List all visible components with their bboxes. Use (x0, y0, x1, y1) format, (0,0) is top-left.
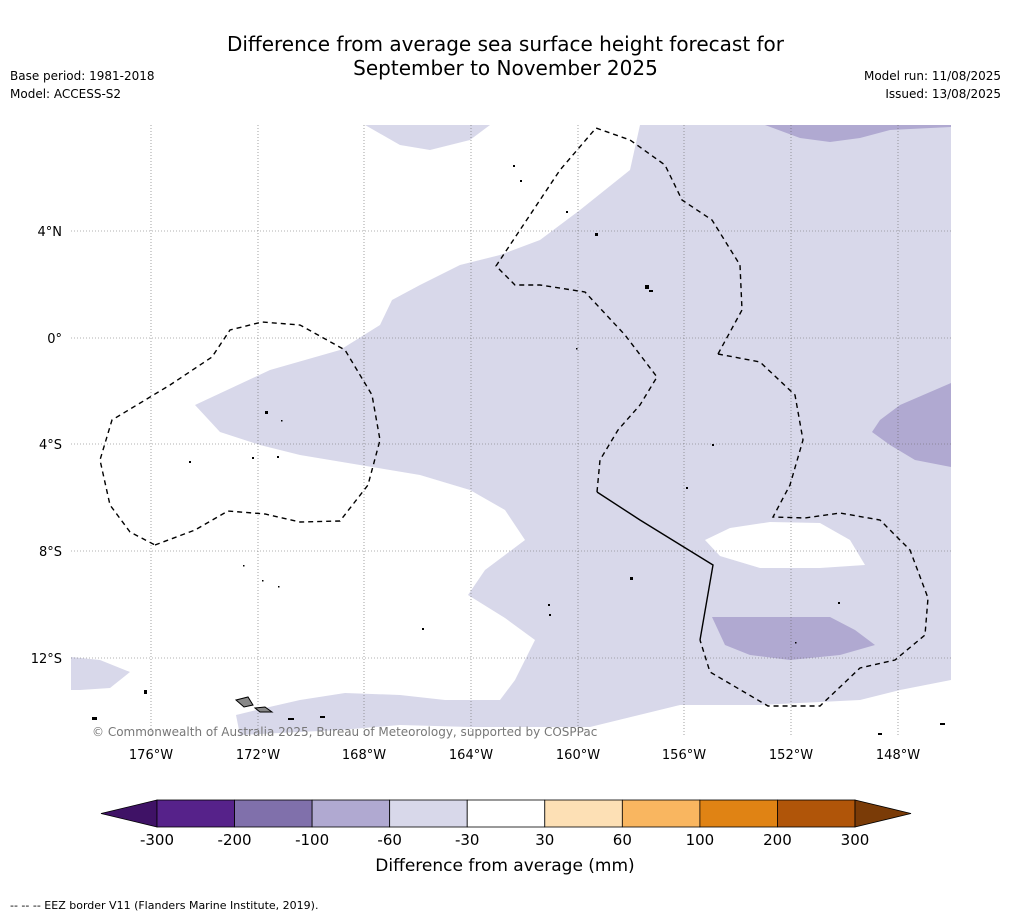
colorbar-box (777, 799, 856, 828)
colorbar-tick-label: -300 (140, 831, 174, 849)
eez-borders (99, 127, 929, 707)
islands (92, 165, 945, 735)
colorbar-label: Difference from average (mm) (375, 856, 634, 876)
title-line-2: September to November 2025 (353, 56, 658, 80)
colorbar-box (156, 799, 235, 828)
lon-label-148w: 148°W (876, 748, 920, 763)
colorbar-box (466, 799, 546, 828)
eez-solid-boundary (596, 491, 714, 641)
colorbar-box (234, 799, 313, 828)
lon-label-164w: 164°W (449, 748, 493, 763)
eez-line-islands-south (699, 353, 929, 707)
anomaly-region-light-left (71, 657, 130, 690)
colorbar-tick-label: -200 (218, 831, 252, 849)
meta-left: Base period: 1981-2018 Model: ACCESS-S2 (10, 67, 155, 103)
copyright-notice: © Commonwealth of Australia 2025, Bureau… (92, 725, 597, 739)
colorbar-tick-label: 100 (686, 831, 715, 849)
colorbar-ticks: -300 -200 -100 -60 -30 30 60 100 200 300 (140, 831, 869, 849)
colorbar-box (311, 799, 391, 828)
anomaly-region-white-hole (705, 522, 865, 568)
lat-label-4s: 4°S (39, 438, 62, 453)
colorbar-tick-label: 300 (841, 831, 870, 849)
island-samoa-upolu (253, 706, 274, 713)
base-period: Base period: 1981-2018 (10, 69, 155, 83)
eez-footnote: -- -- -- EEZ border V11 (Flanders Marine… (10, 899, 319, 912)
colorbar-extend-low (100, 799, 158, 828)
model-name: Model: ACCESS-S2 (10, 87, 122, 101)
meta-right: Model run: 11/08/2025 Issued: 13/08/2025 (864, 67, 1001, 103)
lon-labels: 176°W 172°W 168°W 164°W 160°W 156°W 152°… (129, 748, 920, 763)
colorbar-box (389, 799, 468, 828)
anomaly-region-mid-3 (712, 617, 875, 660)
colorbar-tick-label: -100 (295, 831, 329, 849)
colorbar-box (621, 799, 701, 828)
lon-label-176w: 176°W (129, 748, 173, 763)
graticule (71, 125, 951, 737)
lat-labels: 4°N 0° 4°S 8°S 12°S (31, 225, 62, 667)
lat-label-4n: 4°N (38, 225, 63, 240)
lat-label-8s: 8°S (39, 545, 62, 560)
colorbar-tick-label: 200 (763, 831, 792, 849)
anomaly-region-mid-2 (872, 383, 951, 467)
title-line-1: Difference from average sea surface heig… (226, 32, 785, 56)
lon-label-156w: 156°W (662, 748, 706, 763)
eez-phoenix-line (495, 127, 743, 493)
colorbar-tick-label: -60 (377, 831, 402, 849)
colorbar-tick-label: 60 (613, 831, 632, 849)
island-samoa-savaii (234, 696, 254, 708)
lon-label-152w: 152°W (769, 748, 813, 763)
colorbar-tick-label: 30 (535, 831, 554, 849)
colorbar (100, 799, 912, 828)
issued-date: Issued: 13/08/2025 (885, 87, 1001, 101)
map-title: Difference from average sea surface heig… (0, 32, 1011, 80)
colorbar-extend-high (854, 799, 912, 828)
lat-label-0: 0° (47, 332, 62, 347)
model-run: Model run: 11/08/2025 (863, 69, 1001, 83)
anomaly-region-mid-1 (765, 125, 951, 142)
eez-tokelau (99, 321, 381, 546)
lon-label-168w: 168°W (342, 748, 386, 763)
colorbar-box (699, 799, 778, 828)
lat-label-12s: 12°S (31, 652, 62, 667)
anomaly-region-light (195, 125, 951, 735)
lon-label-172w: 172°W (236, 748, 280, 763)
colorbar-tick-label: -30 (455, 831, 480, 849)
colorbar-box (544, 799, 623, 828)
map-area (71, 125, 951, 737)
lon-label-160w: 160°W (556, 748, 600, 763)
